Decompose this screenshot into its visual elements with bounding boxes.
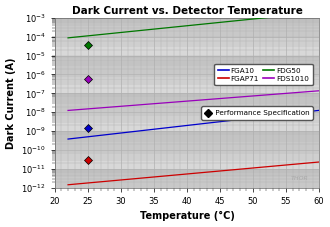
Bar [55, 74, 319, 93]
Title: Dark Current vs. Detector Temperature: Dark Current vs. Detector Temperature [72, 5, 302, 16]
Y-axis label: Dark Current (A): Dark Current (A) [6, 57, 16, 148]
Text: THOR: THOR [291, 176, 309, 181]
Bar [55, 112, 319, 131]
Bar [55, 18, 319, 37]
Legend:  Performance Specification: Performance Specification [201, 106, 313, 120]
Bar [55, 150, 319, 169]
Bar [55, 131, 319, 150]
Bar [55, 37, 319, 56]
Bar [55, 169, 319, 188]
X-axis label: Temperature (°C): Temperature (°C) [140, 211, 234, 222]
Bar [55, 93, 319, 112]
Bar [55, 56, 319, 74]
